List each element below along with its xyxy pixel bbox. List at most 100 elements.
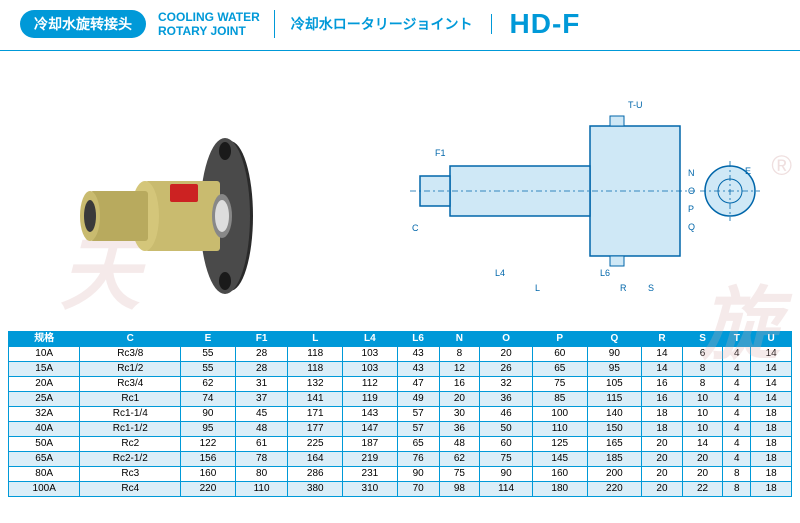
diagram-label: T-U (628, 100, 643, 110)
table-cell: 286 (288, 467, 343, 482)
table-header-cell: F1 (235, 332, 288, 347)
table-header-cell: O (480, 332, 533, 347)
table-cell: 125 (532, 437, 587, 452)
table-cell: 10 (682, 407, 723, 422)
table-cell: 14 (751, 377, 792, 392)
table-cell: 22 (682, 482, 723, 497)
table-cell: 164 (288, 452, 343, 467)
table-cell: 37 (235, 392, 288, 407)
table-cell: 57 (397, 422, 439, 437)
diagram-label: E (745, 166, 751, 176)
table-cell: 78 (235, 452, 288, 467)
table-cell: 20 (682, 467, 723, 482)
diagram-label: Q (688, 222, 695, 232)
spec-table: 规格CEF1LL4L6NOPQRSTU 10ARc3/8552811810343… (8, 331, 792, 497)
table-header-cell: C (80, 332, 181, 347)
table-cell: 32 (480, 377, 533, 392)
table-cell: 26 (480, 362, 533, 377)
table-cell: 160 (181, 467, 236, 482)
table-cell: 30 (439, 407, 480, 422)
table-cell: 95 (181, 422, 236, 437)
diagram-label: L4 (495, 268, 505, 278)
table-cell: 40A (9, 422, 80, 437)
table-cell: 60 (480, 437, 533, 452)
table-cell: 4 (723, 392, 751, 407)
table-cell: 76 (397, 452, 439, 467)
table-cell: 74 (181, 392, 236, 407)
diagram-label: F1 (435, 148, 446, 158)
table-cell: 4 (723, 377, 751, 392)
table-cell: 57 (397, 407, 439, 422)
header-bar: 冷却水旋转接头 COOLING WATER ROTARY JOINT 冷却水ロー… (0, 0, 800, 51)
table-cell: 14 (682, 437, 723, 452)
table-row: 65ARc2-1/2156781642197662751451852020418 (9, 452, 792, 467)
table-header-cell: L4 (343, 332, 398, 347)
table-cell: 16 (439, 377, 480, 392)
table-header-cell: E (181, 332, 236, 347)
table-row: 32ARc1-1/490451711435730461001401810418 (9, 407, 792, 422)
table-cell: 65 (397, 437, 439, 452)
table-cell: 147 (343, 422, 398, 437)
table-cell: 8 (723, 467, 751, 482)
table-header-cell: P (532, 332, 587, 347)
table-cell: 45 (235, 407, 288, 422)
table-cell: 231 (343, 467, 398, 482)
title-jp: 冷却水ロータリージョイント (287, 14, 492, 34)
table-cell: 55 (181, 362, 236, 377)
title-en: COOLING WATER ROTARY JOINT (158, 10, 275, 39)
table-cell: 14 (642, 347, 683, 362)
table-cell: 140 (587, 407, 642, 422)
table-cell: 28 (235, 362, 288, 377)
table-row: 40ARc1-1/295481771475736501101501810418 (9, 422, 792, 437)
table-cell: 18 (642, 407, 683, 422)
table-cell: Rc3/4 (80, 377, 181, 392)
table-cell: 20 (439, 392, 480, 407)
table-cell: 156 (181, 452, 236, 467)
table-cell: 18 (642, 422, 683, 437)
table-cell: 187 (343, 437, 398, 452)
table-header-cell: N (439, 332, 480, 347)
table-cell: 8 (723, 482, 751, 497)
table-cell: 62 (439, 452, 480, 467)
table-header-cell: T (723, 332, 751, 347)
table-cell: 25A (9, 392, 80, 407)
table-cell: 48 (439, 437, 480, 452)
table-header-cell: L6 (397, 332, 439, 347)
table-cell: 220 (181, 482, 236, 497)
table-cell: 18 (751, 482, 792, 497)
diagram-label: O (688, 186, 695, 196)
table-cell: 60 (532, 347, 587, 362)
table-row: 80ARc3160802862319075901602002020818 (9, 467, 792, 482)
table-cell: 100 (532, 407, 587, 422)
table-cell: 10A (9, 347, 80, 362)
table-cell: 310 (343, 482, 398, 497)
table-cell: 118 (288, 347, 343, 362)
diagram-label: N (688, 168, 695, 178)
table-cell: 32A (9, 407, 80, 422)
middle-section: T-U F1 C L4 L L6 R S N O P Q E (0, 51, 800, 331)
table-cell: 165 (587, 437, 642, 452)
table-cell: 145 (532, 452, 587, 467)
table-cell: 90 (480, 467, 533, 482)
table-cell: 49 (397, 392, 439, 407)
table-cell: 14 (751, 347, 792, 362)
table-header-cell: Q (587, 332, 642, 347)
table-cell: 105 (587, 377, 642, 392)
table-cell: 220 (587, 482, 642, 497)
table-cell: 103 (343, 362, 398, 377)
table-cell: 95 (587, 362, 642, 377)
table-row: 50ARc2122612251876548601251652014418 (9, 437, 792, 452)
table-cell: 8 (682, 362, 723, 377)
table-cell: 132 (288, 377, 343, 392)
table-cell: 20 (682, 452, 723, 467)
table-cell: 141 (288, 392, 343, 407)
table-cell: 380 (288, 482, 343, 497)
table-cell: 75 (532, 377, 587, 392)
table-cell: 171 (288, 407, 343, 422)
table-cell: 31 (235, 377, 288, 392)
table-cell: 28 (235, 347, 288, 362)
table-row: 15ARc1/255281181034312266595148414 (9, 362, 792, 377)
table-cell: 110 (235, 482, 288, 497)
table-cell: 119 (343, 392, 398, 407)
table-cell: 70 (397, 482, 439, 497)
